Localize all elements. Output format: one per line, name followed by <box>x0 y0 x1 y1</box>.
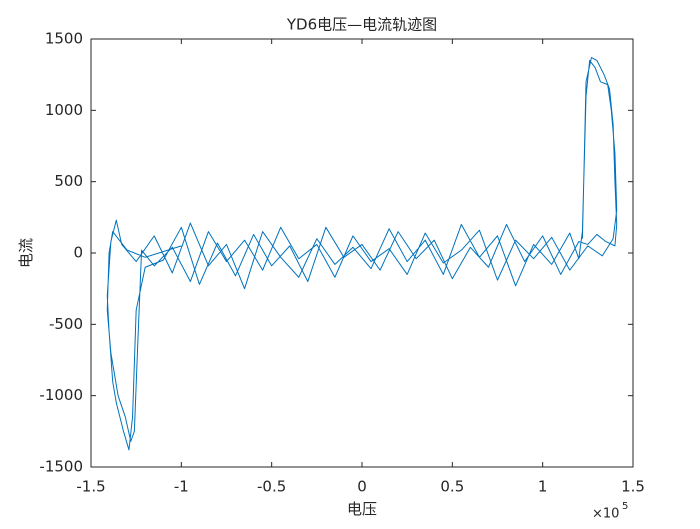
y-tick-label: 0 <box>73 244 83 262</box>
x-tick-label: -1 <box>174 478 189 496</box>
y-tick-label: 1500 <box>45 30 83 48</box>
x-axis-label: 电压 <box>347 500 377 518</box>
x-tick-label: 1 <box>538 478 548 496</box>
x-tick-label: -0.5 <box>257 478 286 496</box>
y-tick-label: 500 <box>54 172 83 190</box>
y-tick-label: -1500 <box>39 458 83 476</box>
y-axis-label: 电流 <box>17 238 35 268</box>
x-scale-base: ×10 <box>592 507 619 522</box>
y-tick-label: -500 <box>49 315 83 333</box>
y-tick-label: 1000 <box>45 101 83 119</box>
x-tick-label: 0 <box>357 478 367 496</box>
x-tick-label: 1.5 <box>621 478 645 496</box>
trajectory-line <box>106 57 618 451</box>
chart-title: YD6电压—电流轨迹图 <box>286 16 437 34</box>
x-tick-label: -1.5 <box>76 478 105 496</box>
plot-frame <box>90 38 634 468</box>
x-tick-label: 0.5 <box>440 478 464 496</box>
y-tick-label: -1000 <box>39 386 83 404</box>
x-scale-exponent: 5 <box>622 501 628 512</box>
